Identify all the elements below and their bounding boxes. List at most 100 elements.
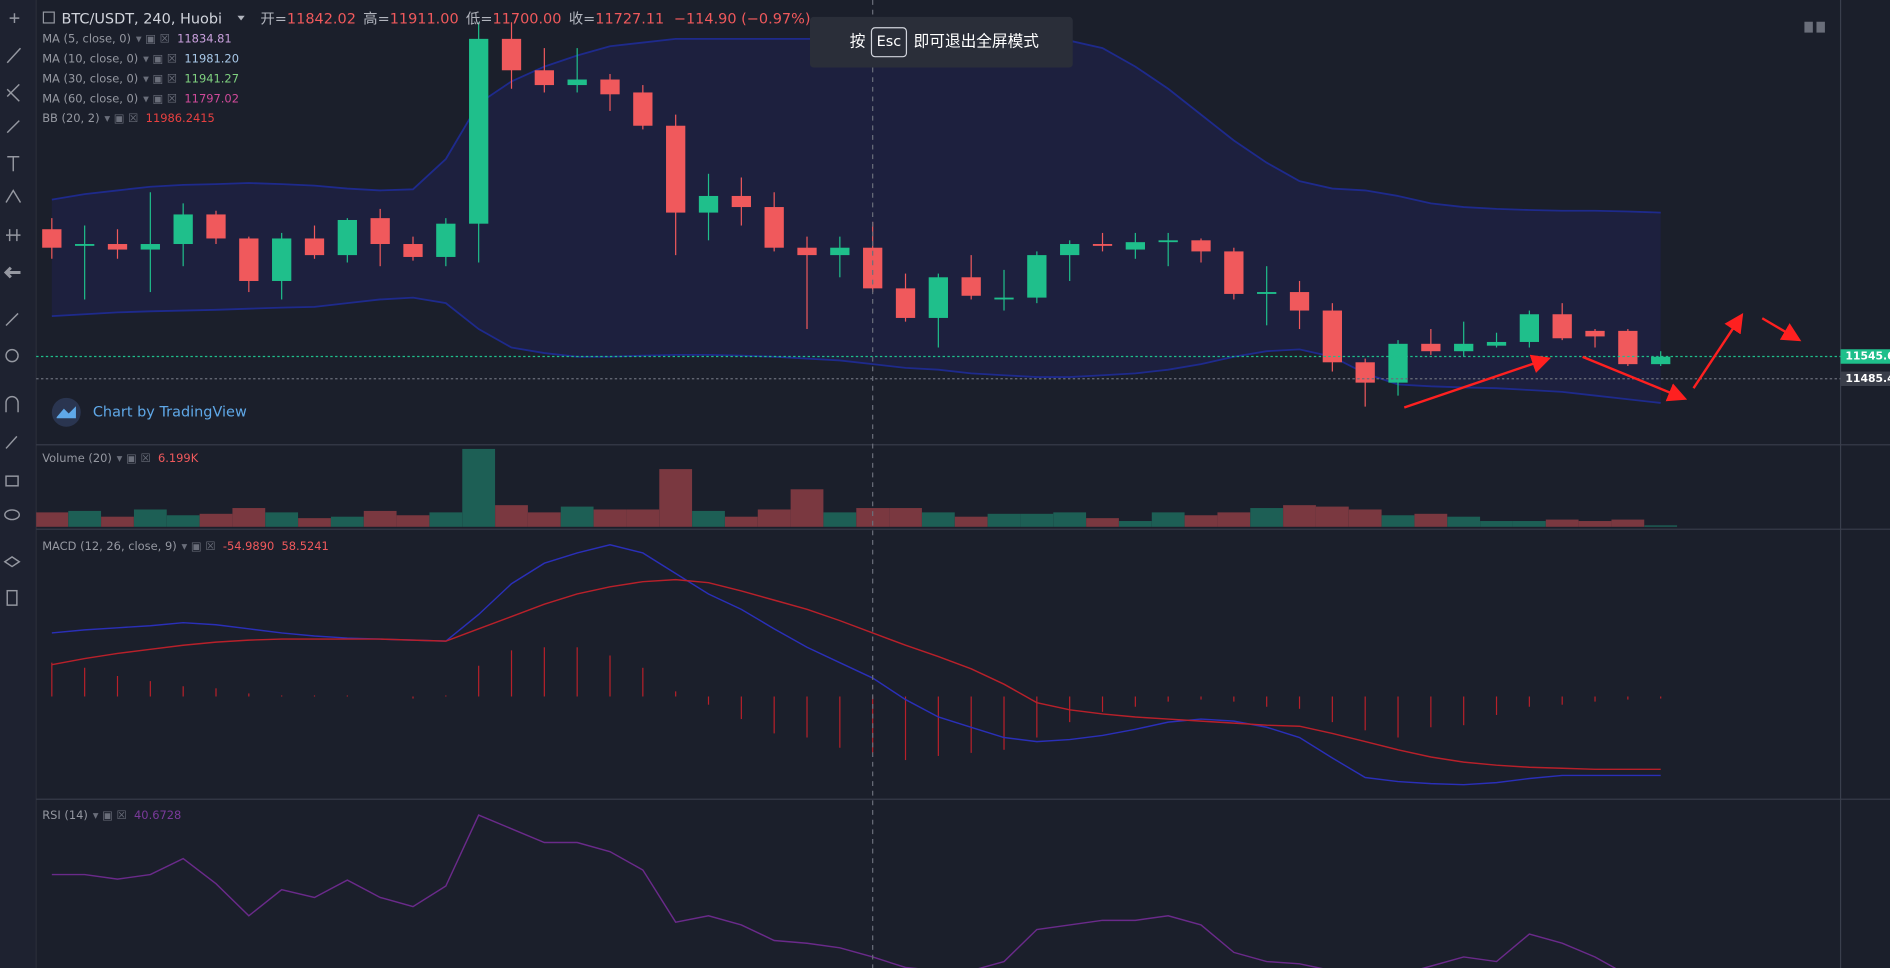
- fullscreen-hint: [810, 16, 1073, 68]
- volume-bar: [626, 509, 660, 527]
- esc-key-label[interactable]: Esc: [877, 34, 902, 50]
- legend-value: 11834.81: [177, 31, 232, 45]
- volume-bar: [1578, 521, 1612, 527]
- candle-body: [1421, 343, 1441, 352]
- volume-bar: [1315, 506, 1349, 527]
- candle-body: [1355, 362, 1375, 383]
- volume-bar: [1381, 515, 1415, 527]
- volume-bar: [790, 489, 824, 527]
- candle-body: [567, 79, 587, 86]
- hint-text: 按: [850, 32, 866, 51]
- ohlc-label: 低=: [466, 10, 493, 27]
- legend-value: 40.6728: [134, 807, 181, 821]
- candle-body: [501, 38, 522, 71]
- volume-bar: [1611, 519, 1645, 527]
- fib-tool[interactable]: [6, 83, 20, 102]
- trash-tool[interactable]: [6, 589, 18, 606]
- candle-body: [1519, 314, 1539, 342]
- candle-body: [1618, 330, 1638, 365]
- candle-body: [1224, 251, 1244, 294]
- candle-body: [633, 92, 653, 126]
- line: [51, 814, 1617, 968]
- candle-body: [173, 214, 193, 245]
- cross-tool[interactable]: [9, 13, 20, 23]
- volume-bar: [560, 506, 594, 527]
- volume-bar: [1250, 508, 1284, 527]
- measure-tool[interactable]: [6, 229, 21, 242]
- candle-body: [239, 238, 259, 281]
- price-tag-label: 11485.44: [1845, 372, 1890, 385]
- volume-bar: [659, 469, 693, 527]
- line: [51, 544, 1661, 786]
- pane-buttons[interactable]: [1804, 21, 1825, 33]
- volume-bar: [1053, 512, 1087, 527]
- volume-bar: [1184, 515, 1218, 527]
- legend-name: MA (30, close, 0): [42, 71, 138, 85]
- symbol[interactable]: BTC/USDT, 240, Huobi: [61, 11, 222, 27]
- volume-bar: [265, 512, 299, 527]
- layers-tool[interactable]: [3, 556, 21, 568]
- watermark: Chart by TradingView: [93, 404, 247, 420]
- legend-value: -54.9890: [223, 539, 274, 553]
- legend-row: MACD (12, 26, close, 9) ▾ ▣ ☒ -54.9890 58.5…: [42, 539, 329, 553]
- candle-body: [42, 229, 62, 248]
- volume-bar: [921, 512, 955, 527]
- legend-row: MA (30, close, 0) ▾ ▣ ☒ 11941.27: [42, 71, 239, 85]
- candle-body: [764, 207, 784, 248]
- candle-body: [928, 277, 948, 318]
- candle-body: [1092, 244, 1113, 246]
- back-tool[interactable]: [3, 266, 21, 279]
- magnet-tool[interactable]: [5, 395, 19, 413]
- ohlc-value: 11911.00: [390, 11, 459, 27]
- collapse-box[interactable]: [42, 11, 55, 24]
- pattern-tool[interactable]: [5, 189, 22, 203]
- ruler-tool[interactable]: [5, 312, 19, 327]
- ohlc-value: 11727.11: [595, 11, 664, 27]
- candle-body: [206, 214, 226, 239]
- volume-bar: [462, 448, 496, 527]
- candle-body: [895, 288, 916, 318]
- legend-name: MA (5, close, 0): [42, 31, 131, 45]
- brush-tool[interactable]: [6, 120, 20, 134]
- tool-icons: [3, 13, 22, 606]
- text-tool[interactable]: [7, 156, 20, 172]
- drawn-arrows: [1403, 313, 1802, 409]
- dropdown[interactable]: [237, 15, 245, 21]
- legend-name: MA (60, close, 0): [42, 91, 138, 105]
- volume-bar: [987, 513, 1021, 527]
- volume-bar: [495, 505, 528, 527]
- volume-bar: [1414, 513, 1448, 527]
- legend-controls: ▾ ▣ ☒: [143, 91, 177, 105]
- candle-body: [75, 244, 95, 246]
- candle-body: [1027, 255, 1047, 298]
- ohlc-label: 开=: [260, 11, 287, 27]
- legend-name: MACD (12, 26, close, 9): [42, 539, 177, 553]
- candle-body: [830, 247, 850, 256]
- candle-body: [731, 195, 751, 208]
- eye-tool[interactable]: [4, 509, 21, 521]
- volume-bar: [166, 515, 200, 527]
- legend-value: 11981.20: [184, 51, 239, 65]
- lock-tool[interactable]: [5, 475, 19, 487]
- legend-row: RSI (14) ▾ ▣ ☒ 40.6728: [42, 807, 181, 821]
- candle-body: [1060, 244, 1080, 256]
- legend-row: Volume (20) ▾ ▣ ☒ 6.199K: [42, 451, 199, 465]
- pane-0: [42, 22, 1671, 407]
- volume-bar: [36, 512, 69, 527]
- volume-bar: [1020, 513, 1054, 527]
- legend-controls: ▾ ▣ ☒: [182, 539, 216, 553]
- candle-body: [1191, 240, 1211, 252]
- candle-body: [140, 244, 160, 250]
- legend-name: BB (20, 2): [42, 111, 99, 125]
- volume-bar: [954, 516, 988, 527]
- legend-value: 11797.02: [184, 91, 239, 105]
- zoom-tool[interactable]: [5, 348, 19, 363]
- ohlc-label: 高=: [363, 10, 390, 27]
- esc-key[interactable]: [870, 27, 908, 58]
- volume-bar: [298, 518, 331, 527]
- candle-body: [1125, 242, 1145, 250]
- candle-body: [1486, 341, 1507, 346]
- line-tool[interactable]: [6, 47, 22, 64]
- volume-bar: [1283, 505, 1316, 527]
- draw-lock[interactable]: [5, 435, 18, 449]
